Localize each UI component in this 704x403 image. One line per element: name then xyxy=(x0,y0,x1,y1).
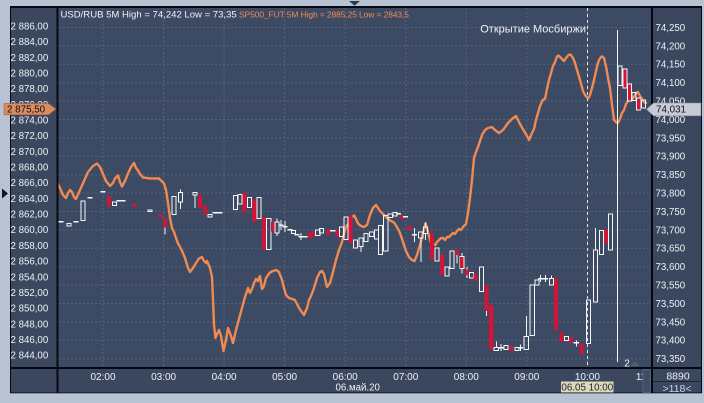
svg-text:2 870,00: 2 870,00 xyxy=(11,147,49,158)
svg-text:74,100: 74,100 xyxy=(656,78,686,89)
svg-text:02:00: 02:00 xyxy=(90,372,115,383)
svg-text:2 846,00: 2 846,00 xyxy=(11,335,49,346)
svg-text:2: 2 xyxy=(624,359,630,370)
svg-text:73,450: 73,450 xyxy=(656,317,686,328)
svg-text:74,000: 74,000 xyxy=(656,115,686,126)
svg-text:73,700: 73,700 xyxy=(656,225,686,236)
svg-text:2 860,00: 2 860,00 xyxy=(11,225,49,236)
svg-text:2 866,00: 2 866,00 xyxy=(11,178,49,189)
svg-text:2 852,00: 2 852,00 xyxy=(11,288,49,299)
svg-text:2 874,00: 2 874,00 xyxy=(11,116,49,127)
svg-text:73,850: 73,850 xyxy=(656,170,686,181)
svg-text:73,350: 73,350 xyxy=(656,354,686,365)
svg-text:2 882,00: 2 882,00 xyxy=(11,53,49,64)
svg-text:06.май.20: 06.май.20 xyxy=(335,382,380,393)
svg-text:73,800: 73,800 xyxy=(656,189,686,200)
svg-text:06:00: 06:00 xyxy=(333,372,358,383)
svg-text:73,400: 73,400 xyxy=(656,336,686,347)
svg-text:73,900: 73,900 xyxy=(656,152,686,163)
svg-text:09:00: 09:00 xyxy=(514,372,539,383)
svg-text:73,650: 73,650 xyxy=(656,244,686,255)
svg-text:>118<: >118< xyxy=(662,383,691,395)
svg-text:2 848,00: 2 848,00 xyxy=(11,319,49,330)
svg-text:2 880,00: 2 880,00 xyxy=(11,68,49,79)
svg-text:2 850,00: 2 850,00 xyxy=(11,304,49,315)
svg-text:08:00: 08:00 xyxy=(454,372,479,383)
svg-text:2 862,00: 2 862,00 xyxy=(11,210,49,221)
svg-text:2 856,00: 2 856,00 xyxy=(11,257,49,268)
svg-text:73,950: 73,950 xyxy=(656,133,686,144)
svg-text:73,600: 73,600 xyxy=(656,262,686,273)
svg-text:06.05 10:00: 06.05 10:00 xyxy=(561,382,613,393)
svg-text:2 884,00: 2 884,00 xyxy=(11,37,49,48)
svg-text:2 878,00: 2 878,00 xyxy=(11,84,49,95)
svg-text:10:00: 10:00 xyxy=(575,372,600,383)
svg-text:2 844,00: 2 844,00 xyxy=(11,351,49,362)
svg-text:74,150: 74,150 xyxy=(656,60,686,71)
svg-text:73,500: 73,500 xyxy=(656,299,686,310)
svg-text:2 886,00: 2 886,00 xyxy=(11,21,49,32)
svg-text:03:00: 03:00 xyxy=(151,372,176,383)
svg-text:Открытие Мосбиржи: Открытие Мосбиржи xyxy=(480,24,586,36)
svg-text:73,550: 73,550 xyxy=(656,281,686,292)
svg-text:2 858,00: 2 858,00 xyxy=(11,241,49,252)
svg-text:8890: 8890 xyxy=(666,371,690,383)
svg-text:SP500_FUT 5M High = 2885,25 Lo: SP500_FUT 5M High = 2885,25 Low = 2843,5 xyxy=(239,10,409,20)
svg-text:73,750: 73,750 xyxy=(656,207,686,218)
svg-text:74,200: 74,200 xyxy=(656,41,686,52)
svg-text:74,050: 74,050 xyxy=(656,97,686,108)
svg-text:07:00: 07:00 xyxy=(393,372,418,383)
svg-text:2 854,00: 2 854,00 xyxy=(11,272,49,283)
svg-text:2 864,00: 2 864,00 xyxy=(11,194,49,205)
svg-text:04:00: 04:00 xyxy=(212,372,237,383)
svg-text:2 872,00: 2 872,00 xyxy=(11,131,49,142)
svg-text:74,250: 74,250 xyxy=(656,23,686,34)
svg-text:2 868,00: 2 868,00 xyxy=(11,163,49,174)
svg-text:05:00: 05:00 xyxy=(272,372,297,383)
svg-text:2 875,50: 2 875,50 xyxy=(7,104,46,115)
svg-text:74,031: 74,031 xyxy=(656,105,686,116)
svg-text:USD/RUB 5M High = 74,242 Low =: USD/RUB 5M High = 74,242 Low = 73,35 xyxy=(61,10,237,21)
